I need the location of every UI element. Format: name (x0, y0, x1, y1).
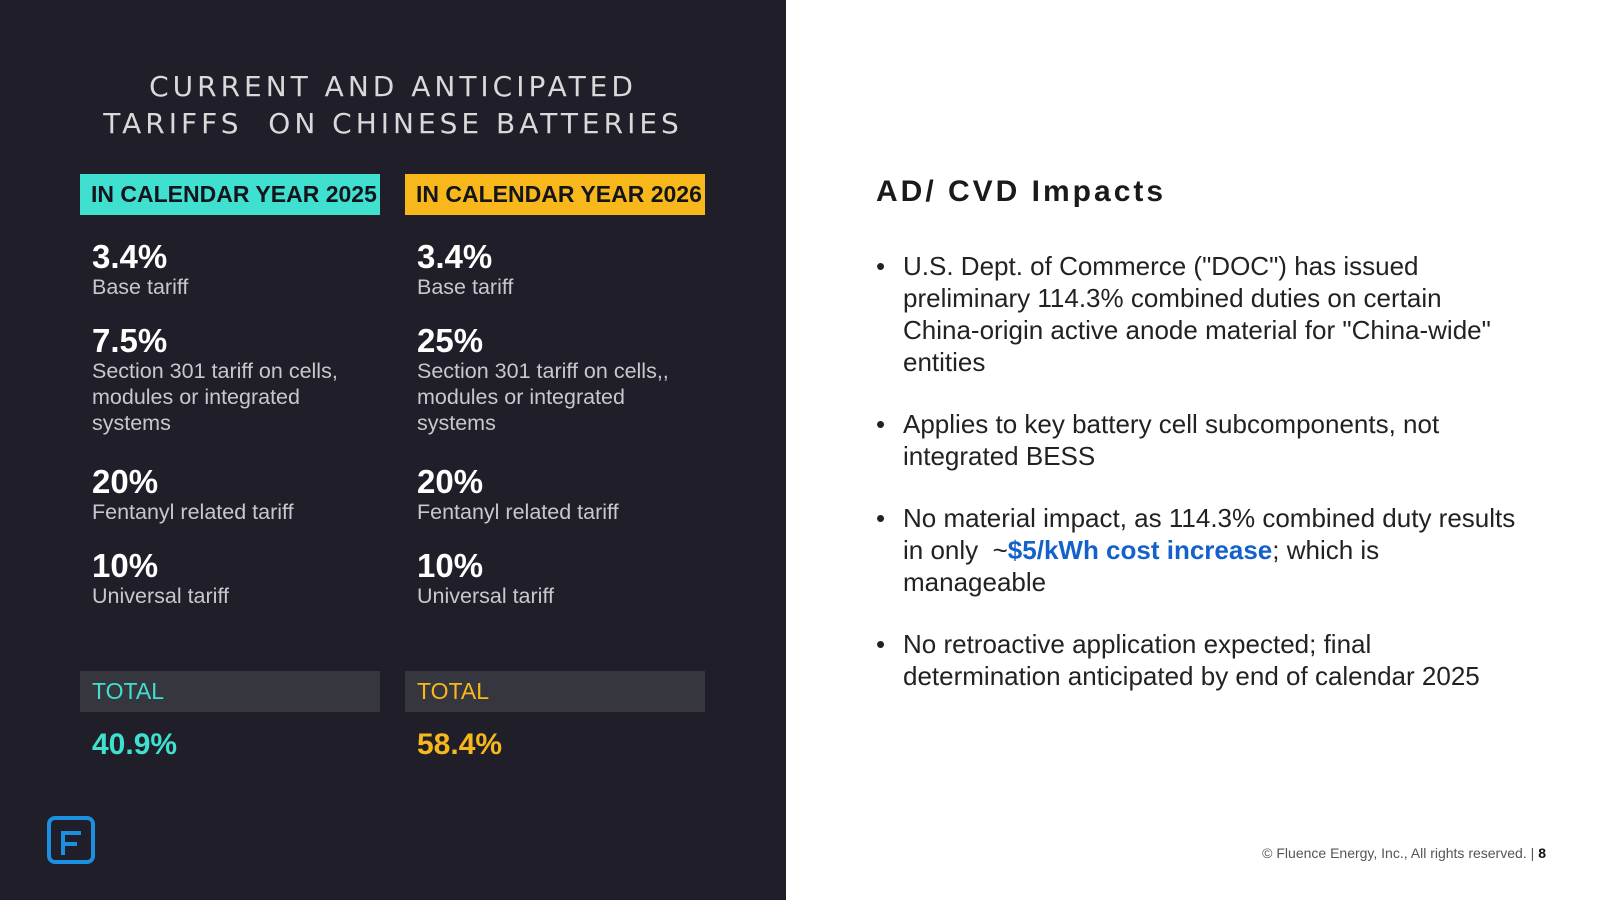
bullet-text: No material impact, as 114.3% combined d… (903, 503, 1522, 597)
column-2025: IN CALENDAR YEAR 2025 3.4% Base tariff 7… (80, 174, 380, 761)
list-item: • U.S. Dept. of Commerce ("DOC") has iss… (876, 250, 1516, 378)
bullet-icon: • (876, 503, 886, 533)
panel-title: CURRENT AND ANTICIPATED TARIFFS ON CHINE… (0, 68, 786, 142)
tariff-percent: 20% (92, 463, 159, 500)
year-badge-2025: IN CALENDAR YEAR 2025 (80, 174, 380, 215)
tariff-description: Universal tariff (92, 584, 230, 608)
tariff-description: Base tariff (92, 275, 189, 299)
tariff-description: Fentanyl related tariff (92, 500, 294, 524)
tariff-item: 20% Fentanyl related tariff (92, 465, 382, 525)
panel-title-line-2: TARIFFS ON CHINESE BATTERIES (103, 107, 683, 140)
tariff-item: 20% Fentanyl related tariff (417, 465, 707, 525)
impact-bullet-list: • U.S. Dept. of Commerce ("DOC") has iss… (876, 250, 1516, 722)
page-number: 8 (1538, 845, 1546, 861)
bullet-text-before: No material impact, as 114.3% combined d… (903, 503, 1523, 565)
bullet-text-after: ; which is manageable (903, 535, 1380, 597)
tariff-percent: 10% (92, 547, 159, 584)
tariff-percent: 3.4% (417, 238, 493, 275)
tariff-percent: 25% (417, 322, 484, 359)
list-item: • No material impact, as 114.3% combined… (876, 502, 1516, 598)
tariff-description: Base tariff (417, 275, 514, 299)
bullet-icon: • (876, 251, 886, 281)
tariff-item: 10% Universal tariff (417, 549, 707, 609)
tariff-description: Universal tariff (417, 584, 555, 608)
total-value-2026: 58.4% (417, 728, 503, 761)
tariff-item: 10% Universal tariff (92, 549, 382, 609)
section-title: AD/ CVD Impacts (876, 175, 1167, 208)
total-value-2025: 40.9% (92, 728, 178, 761)
tariff-item: 7.5% Section 301 tariff on cells, module… (92, 324, 382, 436)
copyright-text: © Fluence Energy, Inc., All rights reser… (1262, 845, 1535, 861)
bullet-text: Applies to key battery cell subcomponent… (903, 409, 1440, 471)
total-label-2026: TOTAL (405, 671, 705, 712)
tariff-description: Section 301 tariff on cells,, modules or… (417, 359, 669, 435)
tariff-description: Fentanyl related tariff (417, 500, 619, 524)
bullet-text: U.S. Dept. of Commerce ("DOC") has issue… (903, 251, 1491, 377)
year-badge-2026: IN CALENDAR YEAR 2026 (405, 174, 705, 215)
bullet-icon: • (876, 629, 886, 659)
tariff-percent: 10% (417, 547, 484, 584)
cost-increase-highlight: $5/kWh cost increase (1007, 535, 1273, 565)
column-2026: IN CALENDAR YEAR 2026 3.4% Base tariff 2… (405, 174, 705, 761)
footer: © Fluence Energy, Inc., All rights reser… (1262, 845, 1546, 861)
bullet-icon: • (876, 409, 886, 439)
fluence-logo-icon (47, 816, 95, 864)
panel-title-line-1: CURRENT AND ANTICIPATED (149, 70, 637, 103)
tariff-percent: 3.4% (92, 238, 168, 275)
total-label-2025: TOTAL (80, 671, 380, 712)
list-item: • Applies to key battery cell subcompone… (876, 408, 1516, 472)
bullet-text: No retroactive application expected; fin… (903, 629, 1480, 691)
tariff-item: 3.4% Base tariff (417, 240, 707, 300)
tariff-percent: 7.5% (92, 322, 168, 359)
tariff-item: 3.4% Base tariff (92, 240, 382, 300)
tariff-item: 25% Section 301 tariff on cells,, module… (417, 324, 707, 436)
tariff-panel: CURRENT AND ANTICIPATED TARIFFS ON CHINE… (0, 0, 786, 900)
list-item: • No retroactive application expected; f… (876, 628, 1516, 692)
tariff-description: Section 301 tariff on cells, modules or … (92, 359, 338, 435)
tariff-percent: 20% (417, 463, 484, 500)
